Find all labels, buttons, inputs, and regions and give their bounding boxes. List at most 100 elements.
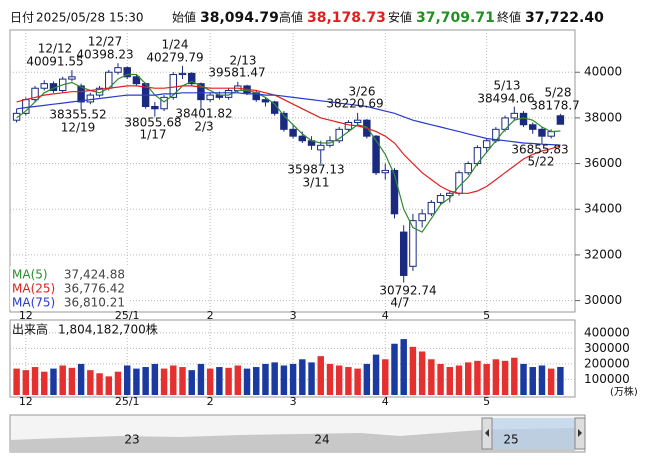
y-tick-label: 100000 bbox=[584, 372, 630, 386]
volume-bar bbox=[105, 376, 113, 395]
volume-bar bbox=[280, 365, 288, 395]
volume-bar bbox=[87, 370, 94, 395]
x-tick-label: 12 bbox=[19, 395, 33, 408]
candle-body bbox=[114, 67, 122, 73]
annotation-date: 12/19 bbox=[61, 121, 96, 135]
y-tick-label: 38000 bbox=[584, 110, 622, 124]
x-tick-label: 25/1 bbox=[115, 395, 140, 408]
annotation-date: 1/24 bbox=[162, 38, 189, 52]
candle-body bbox=[298, 135, 307, 142]
volume-bar bbox=[253, 367, 260, 395]
x-tick-label: 4 bbox=[382, 309, 389, 322]
volume-bar bbox=[234, 365, 242, 395]
volume-bar bbox=[271, 362, 278, 395]
candle-body bbox=[344, 121, 353, 130]
volume-bar bbox=[114, 371, 122, 395]
volume-bar bbox=[520, 363, 527, 395]
ma-line bbox=[16, 92, 561, 146]
annotation-date: 5/13 bbox=[494, 79, 521, 93]
candle-body bbox=[169, 74, 178, 98]
volume-bar bbox=[382, 359, 389, 395]
volume-bar bbox=[170, 365, 177, 395]
volume-bar bbox=[243, 368, 251, 395]
low: 37,709.71 bbox=[416, 10, 495, 26]
x-tick-label: 5 bbox=[483, 309, 490, 322]
volume-bar bbox=[391, 343, 398, 395]
legend-name: MA(25) bbox=[12, 282, 55, 296]
volume-bar bbox=[483, 363, 490, 395]
y-tick-label: 40000 bbox=[584, 65, 622, 79]
volume-bar bbox=[188, 370, 195, 395]
x-tick-label: 5 bbox=[483, 395, 490, 408]
volume-bar bbox=[77, 363, 85, 395]
x-tick-label: 3 bbox=[290, 309, 297, 322]
volume-bar bbox=[262, 363, 269, 395]
candle-body bbox=[123, 67, 131, 78]
volume-bar bbox=[50, 368, 57, 395]
volume-bar bbox=[409, 346, 417, 395]
volume-bar bbox=[326, 363, 334, 395]
volume-bar bbox=[547, 368, 555, 395]
x-tick-label: 4 bbox=[382, 395, 389, 408]
x-tick-label: 3 bbox=[290, 395, 297, 408]
volume-bar bbox=[216, 367, 223, 395]
y-tick-label: 200000 bbox=[584, 356, 630, 370]
volume-bar bbox=[428, 359, 435, 395]
candle-body bbox=[510, 112, 519, 119]
annotation-date: 3/11 bbox=[303, 176, 330, 190]
volume-bar bbox=[492, 359, 500, 395]
volume-bar bbox=[529, 367, 536, 395]
volume-bar bbox=[335, 365, 343, 395]
navigator-label: 23 bbox=[124, 433, 139, 447]
volume-bar bbox=[31, 367, 39, 395]
header: 日付 2025/05/28 15:30 始値 38,094.79 高値 38,1… bbox=[10, 10, 604, 27]
volume-bar bbox=[206, 368, 214, 395]
annotation-value: 40398.23 bbox=[76, 48, 133, 62]
annotation-date: 12/27 bbox=[88, 35, 123, 49]
volume-bar bbox=[363, 363, 371, 395]
volume-bar bbox=[354, 368, 361, 395]
volume-bar bbox=[464, 362, 472, 395]
candle-body bbox=[86, 94, 95, 103]
annotation-value: 38055.68 bbox=[124, 116, 181, 130]
high: 38,178.73 bbox=[307, 10, 386, 26]
volume-unit: (万株) bbox=[610, 385, 638, 398]
candle-body bbox=[372, 135, 380, 174]
legend-value: 37,424.88 bbox=[64, 268, 125, 282]
volume-bar bbox=[308, 362, 315, 395]
volume-bar bbox=[123, 365, 131, 395]
volume-bar bbox=[501, 360, 509, 395]
candle-body bbox=[132, 76, 141, 85]
volume-bar bbox=[68, 367, 76, 395]
annotation-value: 38494.06 bbox=[477, 92, 534, 106]
navigator-area bbox=[10, 428, 575, 452]
annotation-date: 1/17 bbox=[140, 128, 167, 142]
candle-body bbox=[482, 140, 491, 149]
candle-body bbox=[556, 115, 565, 125]
candle-body bbox=[289, 128, 297, 137]
volume-bar bbox=[289, 363, 297, 395]
annotation-value: 36855.83 bbox=[511, 143, 568, 157]
candle-body bbox=[418, 213, 426, 222]
candle-body bbox=[436, 195, 445, 203]
annotation-date: 4/7 bbox=[390, 296, 409, 310]
close: 37,722.40 bbox=[525, 10, 604, 26]
annotation-value: 40091.55 bbox=[26, 55, 83, 69]
y-tick-label: 400000 bbox=[584, 325, 630, 339]
volume-bar bbox=[133, 368, 140, 395]
high-label: 高値 bbox=[279, 10, 303, 25]
candle-body bbox=[160, 96, 168, 110]
candle-body bbox=[151, 105, 159, 110]
volume-bar bbox=[538, 365, 546, 395]
y-tick-label: 300000 bbox=[584, 341, 630, 355]
volume-bar bbox=[437, 363, 444, 395]
x-tick-label: 12 bbox=[19, 309, 33, 322]
annotation-value: 30792.74 bbox=[379, 284, 436, 298]
volume-bar bbox=[455, 365, 463, 395]
y-tick-label: 36000 bbox=[584, 156, 622, 170]
candle-body bbox=[390, 169, 399, 215]
x-tick-label: 2 bbox=[207, 395, 214, 408]
navigator-window[interactable] bbox=[490, 418, 575, 449]
ma-line bbox=[16, 85, 561, 194]
